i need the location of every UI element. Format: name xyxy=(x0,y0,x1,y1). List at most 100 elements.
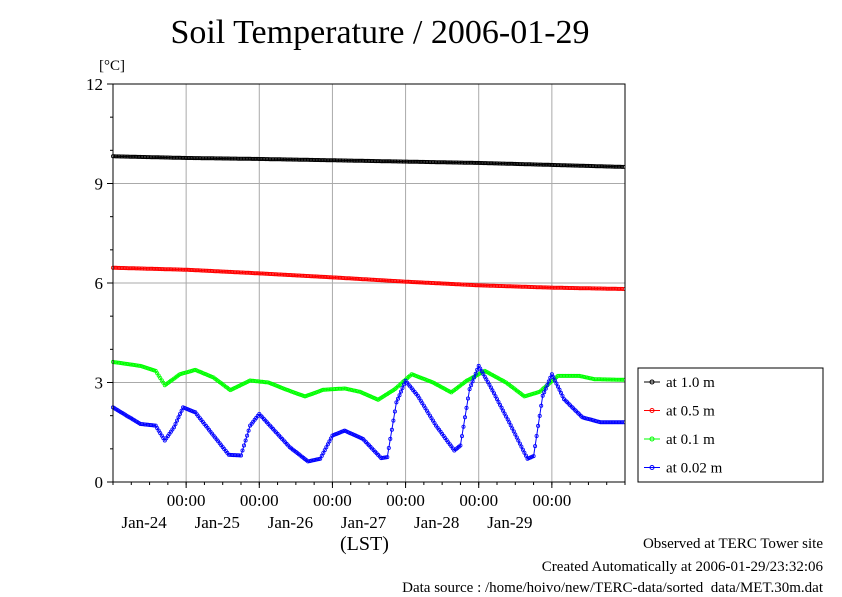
data-point xyxy=(389,427,394,432)
data-point xyxy=(459,434,464,439)
data-point xyxy=(391,418,396,423)
data-point xyxy=(620,420,625,425)
data-point xyxy=(531,454,536,459)
data-point xyxy=(620,286,625,291)
data-point xyxy=(620,377,625,382)
legend: at 1.0 m at 0.5 m at 0.1 m at 0.02 m xyxy=(637,367,824,483)
y-tick-label: 3 xyxy=(95,374,104,393)
data-point xyxy=(545,382,550,387)
data-point xyxy=(554,381,559,386)
data-point xyxy=(395,396,400,401)
data-point xyxy=(176,415,181,420)
series-at-0-1-m xyxy=(111,359,626,402)
x-tick-date: Jan-27 xyxy=(341,513,387,532)
data-point xyxy=(524,453,529,458)
y-tick-label: 0 xyxy=(95,473,104,492)
data-point xyxy=(511,429,516,434)
legend-swatch-marker xyxy=(649,379,655,385)
x-tick-date: Jan-28 xyxy=(414,513,459,532)
data-point xyxy=(516,438,521,443)
x-tick-time: 00:00 xyxy=(240,491,279,510)
data-point xyxy=(469,383,474,388)
data-point xyxy=(549,372,554,377)
y-tick-label: 12 xyxy=(86,75,103,94)
data-point xyxy=(385,455,390,460)
data-point xyxy=(520,447,525,452)
data-point xyxy=(179,408,184,413)
data-point xyxy=(490,388,495,393)
data-point xyxy=(552,378,557,383)
data-point xyxy=(245,433,250,438)
chart-title: Soil Temperature / 2006-01-29 xyxy=(170,14,590,51)
data-point xyxy=(152,423,157,428)
data-point xyxy=(543,386,548,391)
data-point xyxy=(534,433,539,438)
data-point xyxy=(246,428,251,433)
data-point xyxy=(177,411,182,416)
legend-box xyxy=(637,367,824,483)
data-point xyxy=(465,396,470,401)
data-point xyxy=(542,390,547,395)
series-layer xyxy=(111,154,626,464)
data-point xyxy=(556,384,561,389)
legend-swatch-marker xyxy=(649,408,655,413)
data-point xyxy=(467,387,472,392)
plot-frame xyxy=(112,83,626,483)
data-point xyxy=(394,400,399,405)
x-tick-date: Jan-29 xyxy=(487,513,532,532)
legend-label: at 0.02 m xyxy=(666,461,723,477)
x-tick-time: 00:00 xyxy=(532,491,571,510)
data-point xyxy=(458,443,463,448)
data-point xyxy=(401,382,406,387)
series-at-0-02-m xyxy=(111,363,626,464)
data-point xyxy=(559,390,564,395)
data-point xyxy=(238,453,243,458)
data-point xyxy=(392,409,397,414)
data-point xyxy=(171,425,176,430)
data-point xyxy=(318,456,323,461)
data-point xyxy=(240,448,245,453)
data-point xyxy=(397,393,402,398)
y-tick-label: 9 xyxy=(95,175,104,194)
data-point xyxy=(388,436,393,441)
data-point xyxy=(536,423,541,428)
data-point xyxy=(462,415,467,420)
grid xyxy=(113,83,625,483)
series-at-0-5-m xyxy=(111,265,626,291)
series-at-1-0-m xyxy=(111,154,626,169)
axes: 03691200:00Jan-2400:00Jan-2500:00Jan-260… xyxy=(86,58,626,532)
x-axis-label: (LST) xyxy=(340,533,389,555)
x-tick-date: Jan-25 xyxy=(195,513,240,532)
legend-label: at 0.1 m xyxy=(666,432,715,448)
data-point xyxy=(472,375,477,380)
data-point xyxy=(386,445,391,450)
x-tick-time: 00:00 xyxy=(386,491,425,510)
x-tick-time: 00:00 xyxy=(313,491,352,510)
data-point xyxy=(546,379,551,384)
data-point xyxy=(539,403,544,408)
data-point xyxy=(533,444,538,449)
data-point xyxy=(507,420,512,425)
legend-label: at 1.0 m xyxy=(666,375,715,391)
data-point xyxy=(540,393,545,398)
x-tick-time: 00:00 xyxy=(459,491,498,510)
footer-site: Observed at TERC Tower site xyxy=(642,536,823,552)
data-point xyxy=(400,385,405,390)
data-point xyxy=(470,379,475,384)
legend-label: at 0.5 m xyxy=(666,404,715,420)
data-point xyxy=(241,443,246,448)
data-point xyxy=(537,413,542,418)
data-point xyxy=(504,414,509,419)
data-point xyxy=(513,432,518,437)
data-point xyxy=(243,438,248,443)
data-point xyxy=(464,405,469,410)
data-point xyxy=(620,164,625,169)
footer-source: Data source : /home/hoivo/new/TERC-data/… xyxy=(402,580,823,596)
data-point xyxy=(557,387,562,392)
data-point xyxy=(517,441,522,446)
data-point xyxy=(522,450,527,455)
data-point xyxy=(473,371,478,376)
data-point xyxy=(461,424,466,429)
data-point xyxy=(514,435,519,440)
